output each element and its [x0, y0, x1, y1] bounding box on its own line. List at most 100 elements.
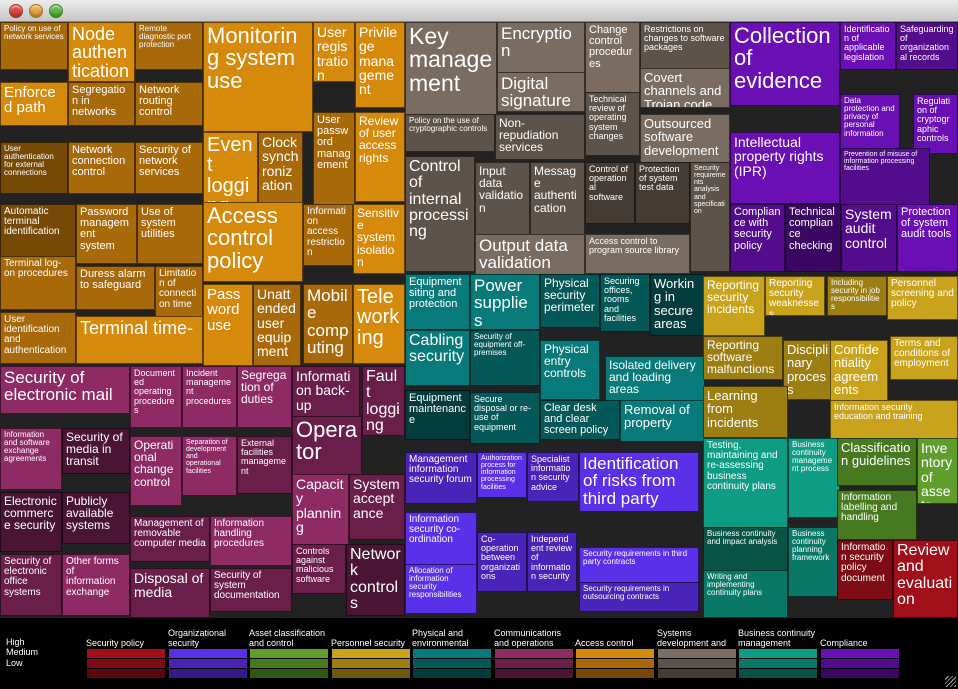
treemap-cell[interactable]: Reporting software malfunctions	[703, 336, 783, 380]
treemap-cell[interactable]: Allocation of information security respo…	[405, 564, 477, 614]
treemap-cell[interactable]: Authorization process for information pr…	[477, 452, 527, 498]
treemap-cell[interactable]: Operational change control	[130, 436, 182, 506]
treemap-cell[interactable]: Isolated delivery and loading areas	[605, 356, 705, 406]
treemap-cell[interactable]: Inventory of assets	[917, 438, 958, 504]
treemap-cell[interactable]: Co-operation between organizations	[477, 532, 527, 592]
treemap-cell[interactable]: Information security education and train…	[830, 400, 958, 440]
minimize-window-icon[interactable]	[29, 4, 43, 18]
treemap-cell[interactable]: Security of network services	[135, 142, 203, 194]
treemap-cell[interactable]: Safeguarding of organizational records	[896, 22, 958, 70]
treemap-cell[interactable]: Node authentication	[68, 22, 135, 82]
treemap-cell[interactable]: Sensitive system isolation	[353, 204, 405, 274]
treemap-cell[interactable]: Monitoring system use	[203, 22, 313, 132]
treemap-cell[interactable]: Digital signature	[497, 72, 585, 112]
treemap-cell[interactable]: Security of equipment off-premises	[470, 330, 540, 386]
treemap-cell[interactable]: Specialist information security advice	[527, 452, 579, 502]
treemap-cell[interactable]: Security requirements in third party con…	[579, 547, 699, 587]
treemap-cell[interactable]: Control of internal processing	[405, 156, 475, 272]
treemap-cell[interactable]: Terms and conditions of employment	[890, 336, 958, 380]
treemap-cell[interactable]: Equipment siting and protection	[405, 274, 470, 330]
treemap-cell[interactable]: Secure disposal or re-use of equipment	[470, 392, 540, 444]
treemap-cell[interactable]: Information security co-ordination	[405, 512, 477, 572]
treemap-cell[interactable]: Duress alarm to safeguard	[76, 266, 155, 310]
treemap-cell[interactable]: Including security in job responsibiliti…	[827, 276, 887, 316]
treemap-cell[interactable]: Remote diagnostic port protection	[135, 22, 203, 70]
treemap-cell[interactable]: Information and software exchange agreem…	[0, 428, 62, 490]
treemap-cell[interactable]: Segregation of duties	[237, 366, 292, 428]
treemap-cell[interactable]: Network controls	[346, 544, 405, 616]
treemap-cell[interactable]: Terminal time-	[76, 316, 203, 364]
treemap-cell[interactable]: Security of media in transit	[62, 428, 130, 474]
treemap-cell[interactable]: Review of user access rights	[355, 112, 405, 202]
treemap-cell[interactable]: Security requirements in outsourcing con…	[579, 582, 699, 612]
treemap-cell[interactable]: Security of electronic mail	[0, 366, 130, 414]
treemap-cell[interactable]: Teleworking	[353, 284, 405, 364]
treemap-cell[interactable]: Network routing control	[135, 82, 203, 126]
treemap-cell[interactable]: Access control policy	[203, 202, 303, 282]
treemap-cell[interactable]: User registration	[313, 22, 355, 82]
treemap-cell[interactable]: Management information security forum	[405, 452, 477, 504]
treemap-cell[interactable]: Publicly available systems	[62, 492, 130, 544]
treemap-cell[interactable]: Physical entry controls	[540, 340, 600, 400]
treemap-cell[interactable]: Documented operating procedures	[130, 366, 182, 428]
treemap-cell[interactable]: Clear desk and clear screen policy	[540, 400, 620, 440]
treemap-cell[interactable]: Equipment maintenance	[405, 390, 470, 440]
treemap-cell[interactable]: Encryption	[497, 22, 585, 74]
treemap-cell[interactable]: Review and evaluation	[893, 540, 958, 618]
treemap-cell[interactable]: Security requirements analysis and speci…	[690, 162, 730, 272]
treemap-cell[interactable]: Intellectual property rights (IPR)	[730, 132, 840, 204]
treemap-cell[interactable]: Use of system utilities	[137, 204, 203, 264]
treemap-cell[interactable]: Technical compliance checking	[785, 204, 841, 272]
treemap-cell[interactable]: Terminal log-on procedures	[0, 256, 76, 310]
treemap-cell[interactable]: User identification and authentication	[0, 312, 76, 364]
treemap-cell[interactable]: Fault logging	[362, 366, 405, 436]
treemap-cell[interactable]: Writing and implementing continuity plan…	[703, 570, 788, 618]
treemap-cell[interactable]: Access control to program source library	[585, 234, 690, 274]
treemap-cell[interactable]: Outsourced software development	[640, 114, 730, 164]
treemap-cell[interactable]: Information access restriction	[303, 204, 353, 266]
treemap-cell[interactable]: Business continuity planning framework	[788, 527, 840, 597]
treemap-cell[interactable]: Working in secure areas	[650, 274, 705, 336]
treemap-cell[interactable]: Disposal of media	[130, 568, 210, 618]
treemap-cell[interactable]: Identification of applicable legislation	[840, 22, 896, 70]
treemap-cell[interactable]: Reporting security weaknesses	[765, 276, 825, 316]
close-window-icon[interactable]	[9, 4, 23, 18]
treemap-cell[interactable]: Incident management procedures	[182, 366, 237, 428]
treemap-cell[interactable]: Other forms of information exchange	[62, 554, 130, 616]
treemap-cell[interactable]: Electronic commerce security	[0, 492, 62, 552]
treemap-cell[interactable]: External facilities management	[237, 436, 292, 494]
treemap-cell[interactable]: Personnel screening and policy	[887, 276, 958, 320]
treemap-cell[interactable]: Business continuity and impact analysis	[703, 527, 788, 571]
treemap-cell[interactable]: Regulation of cryptographic controls	[913, 94, 958, 154]
treemap-cell[interactable]: Password management system	[76, 204, 137, 264]
treemap-cell[interactable]: Removal of property	[620, 400, 705, 442]
treemap-cell[interactable]: Physical security perimeter	[540, 274, 600, 328]
treemap-cell[interactable]: Controls against malicious software	[292, 544, 346, 594]
resize-grip-icon[interactable]	[945, 676, 956, 687]
treemap-cell[interactable]: Operator	[292, 416, 362, 476]
treemap-cell[interactable]: Cabling security	[405, 330, 470, 386]
treemap-cell[interactable]: Capacity planning	[292, 474, 349, 550]
treemap-cell[interactable]: User authentication for external connect…	[0, 142, 68, 194]
treemap-cell[interactable]: Policy on use of network services	[0, 22, 68, 70]
treemap-cell[interactable]: Learning from incidents	[703, 386, 788, 438]
treemap-cell[interactable]: Compliance with security policy	[730, 204, 785, 272]
treemap-cell[interactable]: Separation of development and operationa…	[182, 436, 237, 496]
treemap-cell[interactable]: Power supplies	[470, 274, 540, 330]
treemap-cell[interactable]: Protection of system audit tools	[897, 204, 958, 272]
treemap-cell[interactable]: User password management	[313, 112, 355, 212]
treemap-cell[interactable]: Disciplinary process	[783, 340, 833, 400]
treemap-cell[interactable]: Policy on the use of cryptographic contr…	[405, 114, 495, 152]
treemap-cell[interactable]: Data protection and privacy of personal …	[840, 94, 900, 150]
treemap-cell[interactable]: Business continuity management process	[788, 438, 840, 518]
treemap-cell[interactable]: Restrictions on changes to software pack…	[640, 22, 730, 70]
treemap-cell[interactable]: Information security policy document	[837, 540, 893, 600]
treemap-cell[interactable]: Collection of evidence	[730, 22, 840, 106]
zoom-window-icon[interactable]	[49, 4, 63, 18]
treemap-cell[interactable]: System acceptance	[349, 474, 405, 540]
treemap-cell[interactable]: Key management	[405, 22, 497, 122]
treemap-cell[interactable]: Network connection control	[68, 142, 135, 194]
treemap-cell[interactable]: Security of electronic office systems	[0, 554, 62, 616]
treemap-cell[interactable]: Prevention of misuse of information proc…	[840, 148, 930, 208]
treemap-cell[interactable]: Enforced path	[0, 82, 68, 126]
